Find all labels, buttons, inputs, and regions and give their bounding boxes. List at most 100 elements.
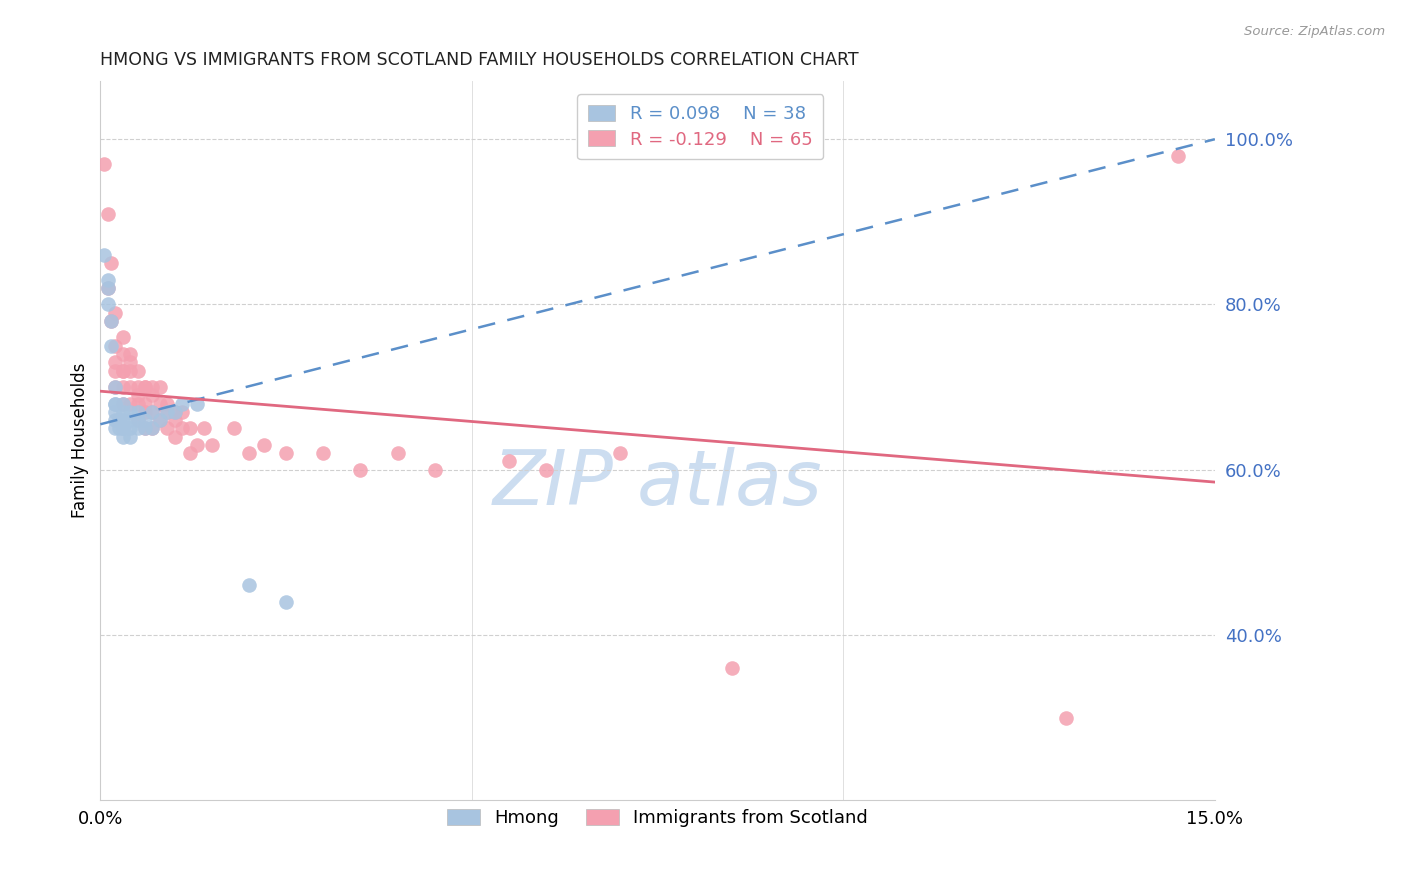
- Point: [134, 380, 156, 394]
- Point: [127, 380, 149, 394]
- Point: [127, 363, 149, 377]
- Point: [172, 396, 194, 410]
- Point: [111, 330, 134, 344]
- Point: [179, 421, 201, 435]
- Point: [163, 430, 186, 444]
- Point: [100, 256, 122, 270]
- Point: [141, 405, 163, 419]
- Point: [149, 413, 172, 427]
- Point: [111, 380, 134, 394]
- Point: [1167, 149, 1189, 163]
- Point: [134, 396, 156, 410]
- Point: [172, 405, 194, 419]
- Point: [97, 206, 120, 220]
- Point: [97, 281, 120, 295]
- Point: [179, 446, 201, 460]
- Point: [253, 438, 276, 452]
- Point: [111, 347, 134, 361]
- Point: [120, 380, 142, 394]
- Point: [111, 421, 134, 435]
- Point: [193, 421, 215, 435]
- Point: [201, 438, 224, 452]
- Point: [120, 405, 142, 419]
- Point: [141, 421, 163, 435]
- Point: [127, 396, 149, 410]
- Point: [312, 446, 335, 460]
- Point: [111, 396, 134, 410]
- Point: [1054, 710, 1077, 724]
- Point: [111, 413, 134, 427]
- Point: [104, 306, 127, 320]
- Point: [141, 421, 163, 435]
- Point: [387, 446, 409, 460]
- Point: [186, 438, 208, 452]
- Point: [100, 314, 122, 328]
- Point: [498, 454, 520, 468]
- Point: [274, 595, 297, 609]
- Point: [111, 421, 134, 435]
- Point: [104, 339, 127, 353]
- Point: [149, 396, 172, 410]
- Point: [141, 380, 163, 394]
- Point: [609, 446, 631, 460]
- Point: [120, 413, 142, 427]
- Point: [134, 421, 156, 435]
- Point: [120, 396, 142, 410]
- Point: [104, 421, 127, 435]
- Point: [721, 661, 744, 675]
- Point: [156, 421, 179, 435]
- Point: [127, 413, 149, 427]
- Point: [111, 396, 134, 410]
- Point: [156, 405, 179, 419]
- Point: [104, 413, 127, 427]
- Point: [534, 463, 557, 477]
- Point: [156, 396, 179, 410]
- Point: [120, 430, 142, 444]
- Point: [97, 281, 120, 295]
- Point: [222, 421, 245, 435]
- Point: [108, 421, 131, 435]
- Point: [104, 355, 127, 369]
- Point: [100, 314, 122, 328]
- Point: [120, 363, 142, 377]
- Point: [104, 405, 127, 419]
- Point: [238, 446, 260, 460]
- Text: HMONG VS IMMIGRANTS FROM SCOTLAND FAMILY HOUSEHOLDS CORRELATION CHART: HMONG VS IMMIGRANTS FROM SCOTLAND FAMILY…: [100, 51, 859, 69]
- Point: [104, 396, 127, 410]
- Point: [134, 421, 156, 435]
- Point: [141, 405, 163, 419]
- Point: [163, 405, 186, 419]
- Point: [163, 413, 186, 427]
- Point: [97, 297, 120, 311]
- Point: [120, 421, 142, 435]
- Point: [238, 578, 260, 592]
- Point: [156, 405, 179, 419]
- Point: [274, 446, 297, 460]
- Point: [93, 157, 115, 171]
- Point: [149, 380, 172, 394]
- Point: [163, 405, 186, 419]
- Point: [93, 248, 115, 262]
- Point: [111, 363, 134, 377]
- Y-axis label: Family Households: Family Households: [72, 363, 89, 518]
- Point: [111, 363, 134, 377]
- Point: [104, 396, 127, 410]
- Legend: Hmong, Immigrants from Scotland: Hmong, Immigrants from Scotland: [440, 802, 875, 834]
- Point: [186, 396, 208, 410]
- Point: [349, 463, 371, 477]
- Point: [134, 405, 156, 419]
- Point: [149, 413, 172, 427]
- Text: Source: ZipAtlas.com: Source: ZipAtlas.com: [1244, 25, 1385, 38]
- Point: [423, 463, 446, 477]
- Point: [127, 413, 149, 427]
- Point: [108, 413, 131, 427]
- Point: [111, 405, 134, 419]
- Point: [104, 380, 127, 394]
- Point: [134, 413, 156, 427]
- Point: [127, 388, 149, 402]
- Point: [104, 380, 127, 394]
- Point: [141, 388, 163, 402]
- Point: [172, 421, 194, 435]
- Point: [100, 339, 122, 353]
- Point: [127, 421, 149, 435]
